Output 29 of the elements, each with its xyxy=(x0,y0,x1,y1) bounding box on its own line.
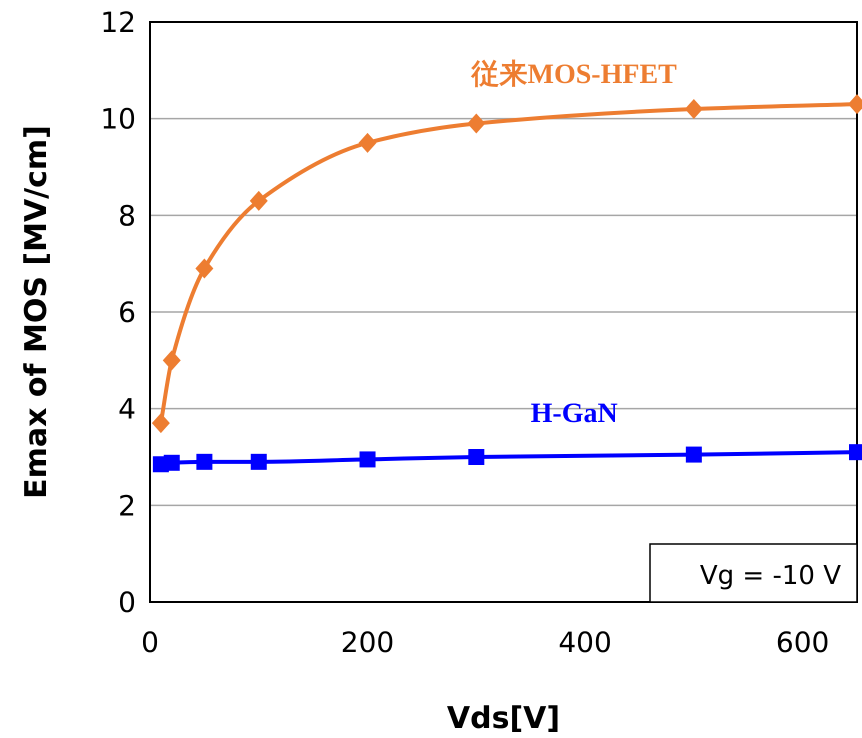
point xyxy=(250,454,267,470)
point xyxy=(360,451,376,468)
y-tick-label: 0 xyxy=(118,586,136,619)
x-tick-label: 0 xyxy=(141,626,159,659)
series-label: H-GaN xyxy=(530,398,618,429)
y-tick-label: 8 xyxy=(118,199,136,232)
point xyxy=(164,454,180,471)
point xyxy=(468,449,484,465)
point xyxy=(358,132,377,153)
point xyxy=(162,350,181,370)
point xyxy=(684,99,703,119)
y-tick-label: 10 xyxy=(100,102,136,136)
point xyxy=(250,190,268,211)
point xyxy=(467,114,486,134)
x-tick-label: 600 xyxy=(776,626,830,659)
y-tick-label: 12 xyxy=(100,6,136,39)
x-tick-label: 200 xyxy=(340,626,394,659)
point xyxy=(686,446,702,463)
y-tick-label: 6 xyxy=(118,296,136,329)
x-axis-title: Vds[V] xyxy=(446,701,560,736)
point xyxy=(152,413,170,434)
x-tick-label: 400 xyxy=(558,626,612,659)
point xyxy=(195,258,214,278)
annotation: Vg = -10 V xyxy=(700,561,842,591)
y-axis-title: Emax of MOS [MV/cm] xyxy=(19,125,54,499)
series-label: 従来MOS-HFET xyxy=(470,58,678,90)
point xyxy=(196,454,212,470)
y-tick-label: 2 xyxy=(118,489,136,522)
y-tick-label: 4 xyxy=(118,392,136,426)
